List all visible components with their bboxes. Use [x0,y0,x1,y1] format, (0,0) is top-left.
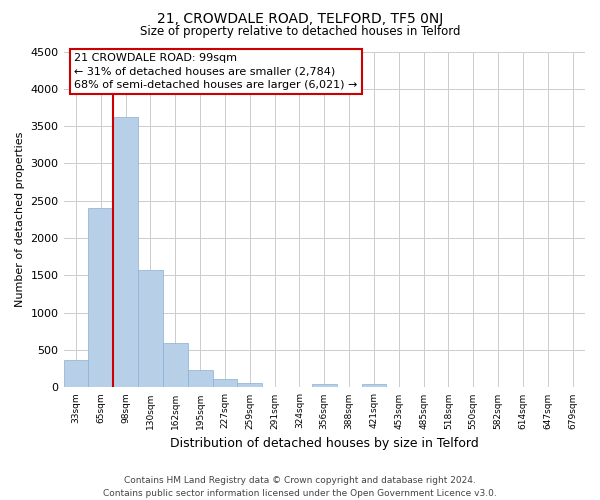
Bar [238,382,262,388]
Text: 21 CROWDALE ROAD: 99sqm
← 31% of detached houses are smaller (2,784)
68% of semi: 21 CROWDALE ROAD: 99sqm ← 31% of detache… [74,53,358,90]
Text: Size of property relative to detached houses in Telford: Size of property relative to detached ho… [140,25,460,38]
Bar [362,384,386,388]
Text: Contains HM Land Registry data © Crown copyright and database right 2024.
Contai: Contains HM Land Registry data © Crown c… [103,476,497,498]
Bar [138,270,163,388]
Y-axis label: Number of detached properties: Number of detached properties [15,132,25,307]
Bar [312,384,337,388]
Bar [212,379,238,388]
Text: 21, CROWDALE ROAD, TELFORD, TF5 0NJ: 21, CROWDALE ROAD, TELFORD, TF5 0NJ [157,12,443,26]
Bar [64,360,88,388]
Bar [88,208,113,388]
Bar [188,370,212,388]
Bar [163,342,188,388]
X-axis label: Distribution of detached houses by size in Telford: Distribution of detached houses by size … [170,437,479,450]
Bar [113,117,138,388]
